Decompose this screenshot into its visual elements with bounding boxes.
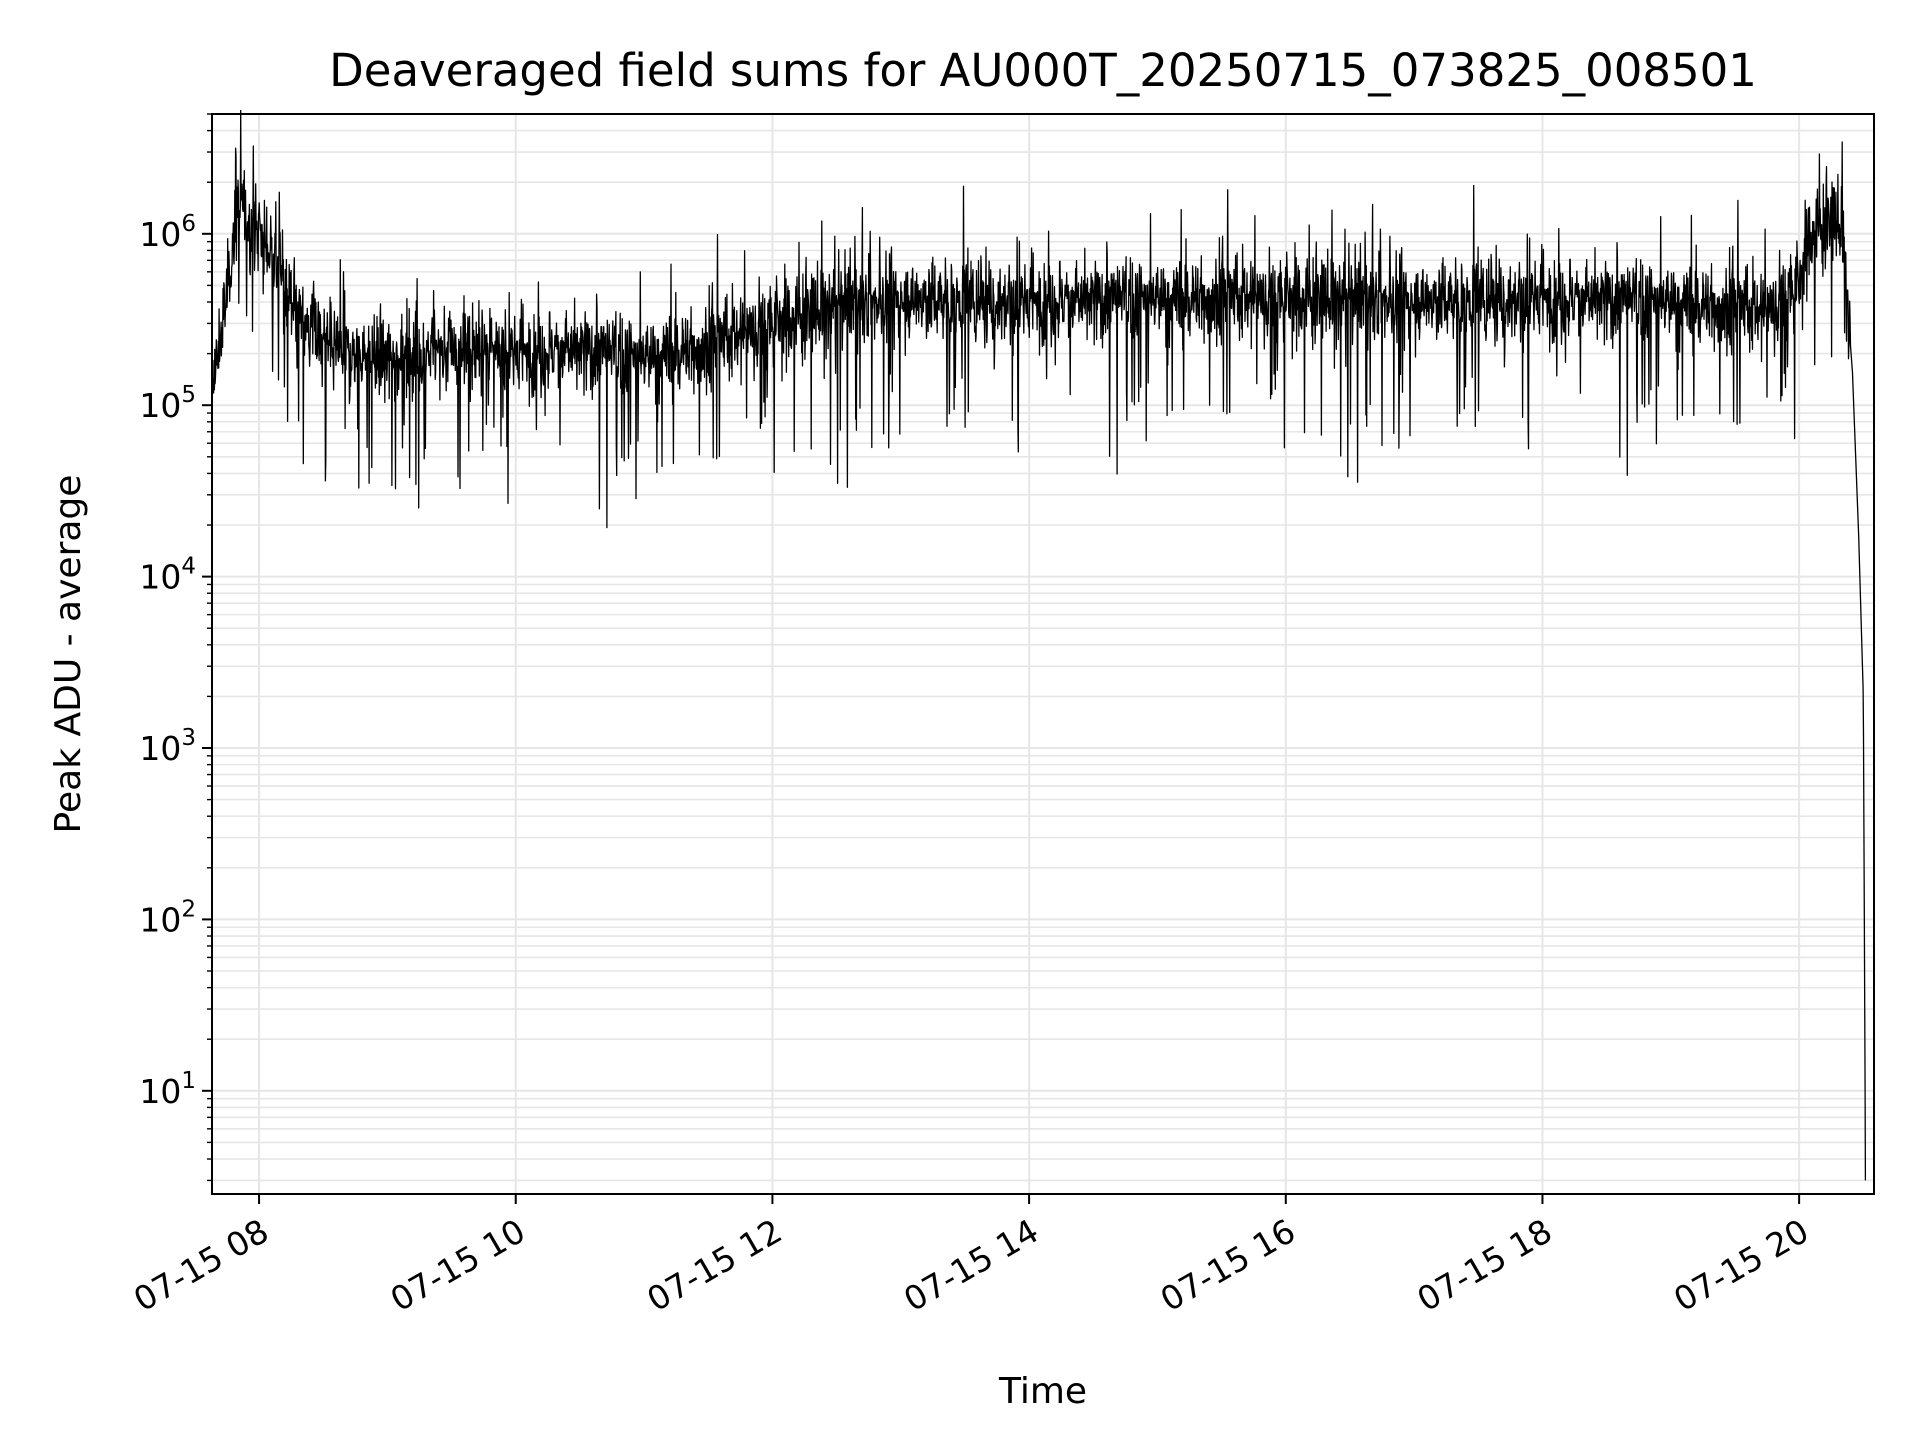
y-tick-label: 105 (139, 382, 196, 425)
y-axis-title: Peak ADU - average (48, 475, 89, 834)
y-tick-label-base: 10 (139, 1072, 181, 1111)
y-tick-label: 104 (139, 554, 196, 597)
plot-frame (211, 113, 1875, 1195)
x-tick-label: 07-15 12 (640, 1211, 788, 1319)
y-tick-label: 102 (139, 896, 196, 939)
y-tick-label-base: 10 (139, 558, 181, 597)
y-tick-label: 106 (139, 211, 196, 254)
x-tick-label: 07-15 20 (1667, 1211, 1815, 1319)
x-tick-label: 07-15 16 (1154, 1211, 1302, 1319)
y-tick-label: 101 (139, 1068, 196, 1111)
x-tick-label: 07-15 10 (384, 1211, 532, 1319)
y-tick-label-base: 10 (139, 215, 181, 254)
y-tick-label: 103 (139, 725, 196, 768)
y-tick-label-exponent: 3 (181, 725, 196, 751)
y-tick-label-base: 10 (139, 729, 181, 768)
y-tick-label-base: 10 (139, 900, 181, 939)
y-tick-label-exponent: 1 (181, 1068, 196, 1094)
y-tick-label-base: 10 (139, 386, 181, 425)
y-tick-label-exponent: 6 (181, 211, 196, 237)
x-axis-title: Time (998, 1371, 1087, 1412)
y-tick-label-exponent: 2 (181, 896, 196, 922)
y-tick-label-exponent: 5 (181, 382, 196, 408)
x-tick-label: 07-15 18 (1410, 1211, 1558, 1319)
chart-title: Deaveraged field sums for AU000T_2025071… (329, 44, 1757, 97)
x-tick-label: 07-15 14 (897, 1211, 1045, 1319)
x-tick-label: 07-15 08 (127, 1211, 275, 1319)
data-layer (211, 109, 1867, 1181)
series-line (211, 109, 1867, 1181)
y-tick-label-exponent: 4 (181, 554, 196, 580)
